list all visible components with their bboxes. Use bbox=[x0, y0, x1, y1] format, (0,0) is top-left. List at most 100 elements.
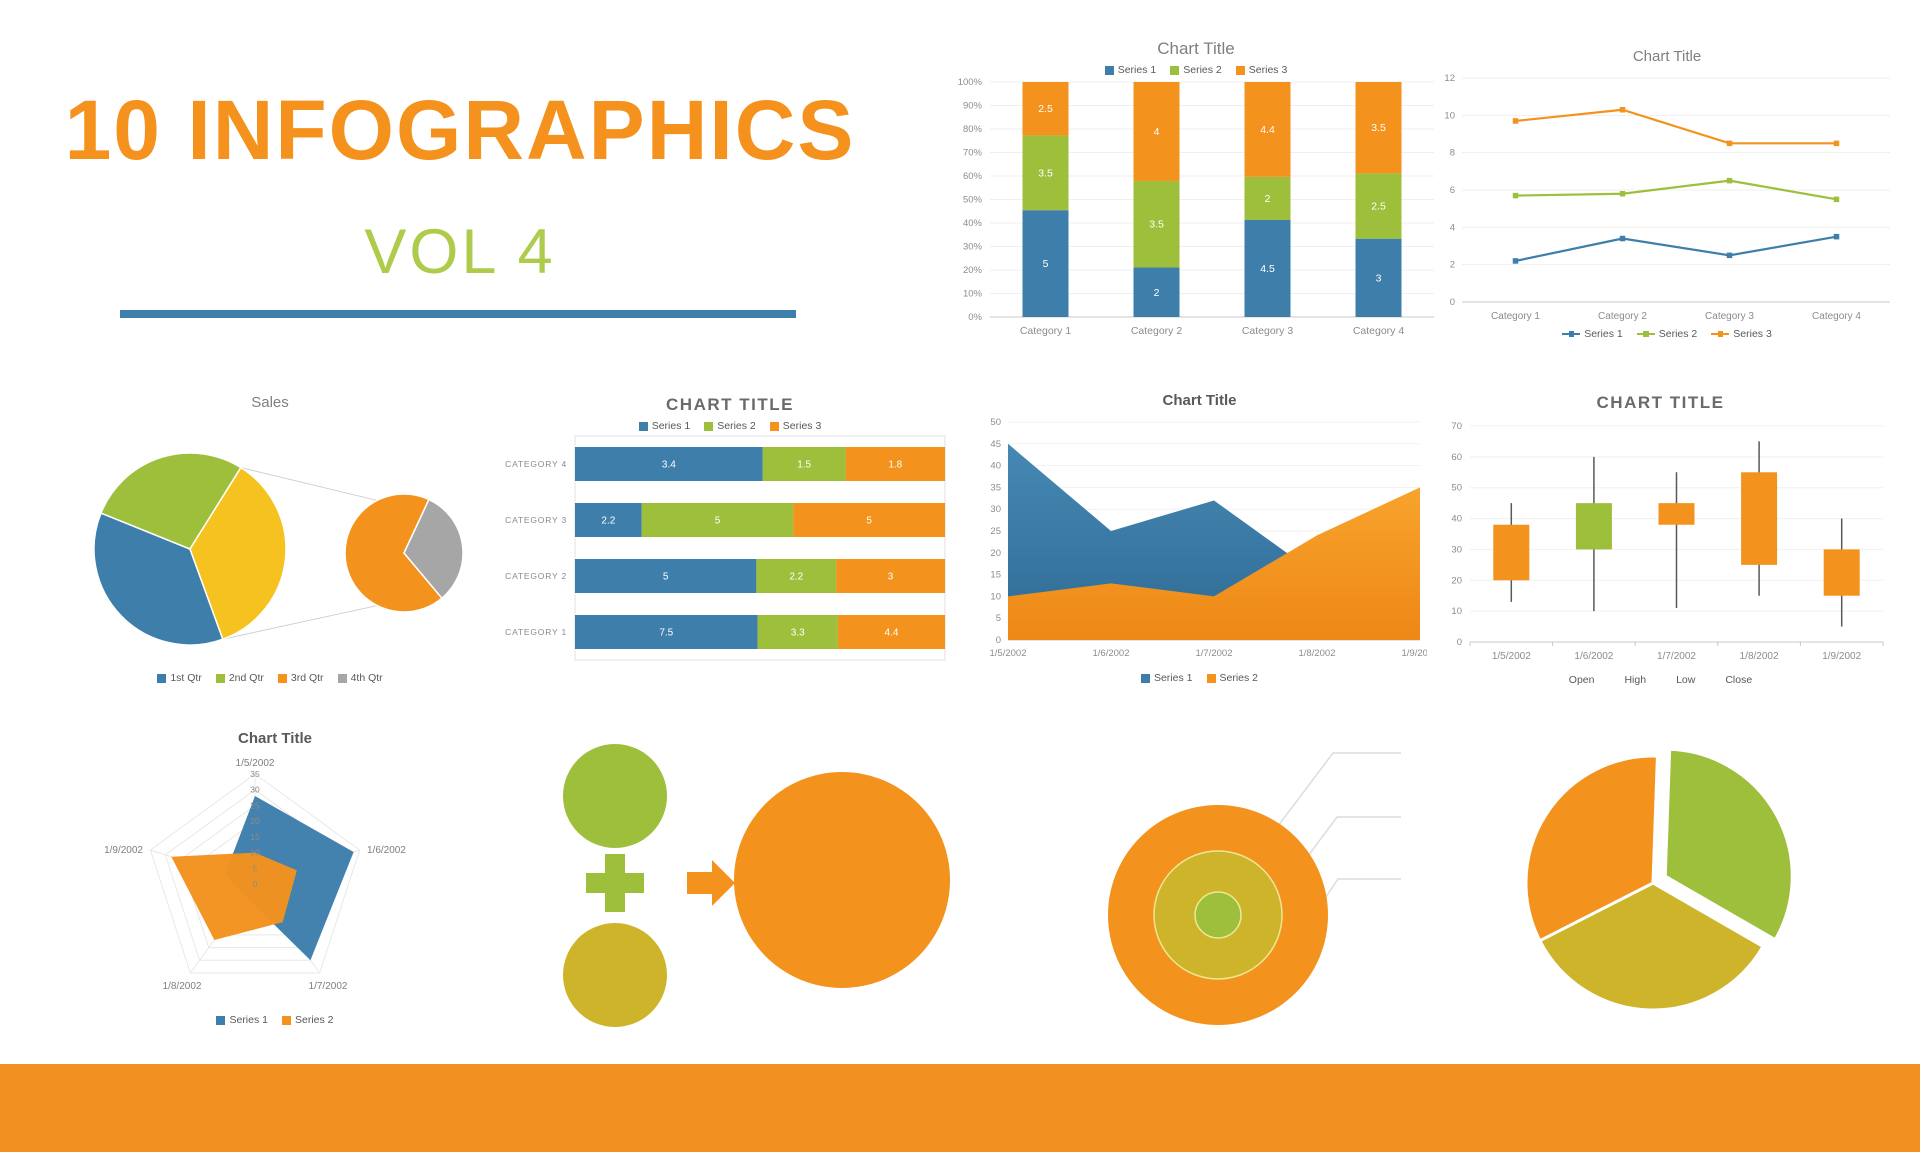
svg-text:5: 5 bbox=[253, 863, 258, 873]
legend-item: 1st Qtr bbox=[157, 672, 202, 684]
svg-text:1/6/2002: 1/6/2002 bbox=[367, 845, 406, 856]
graphic-target-card bbox=[1085, 725, 1405, 1055]
legend-item: Series 3 bbox=[1235, 64, 1287, 76]
svg-text:6: 6 bbox=[1450, 185, 1455, 196]
stacked-column-plot: 0% 10% 20% 30% 40% 50% 60% 70% 80% 90% 100% Categor… bbox=[958, 78, 1434, 337]
svg-text:Category 1: Category 1 bbox=[1020, 325, 1072, 337]
svg-text:Category 2: Category 2 bbox=[1598, 311, 1647, 322]
svg-text:2.2: 2.2 bbox=[789, 572, 803, 583]
svg-text:5: 5 bbox=[1043, 258, 1049, 270]
svg-text:1/9/2002: 1/9/2002 bbox=[1822, 651, 1861, 662]
svg-text:30: 30 bbox=[990, 504, 1001, 515]
svg-text:0: 0 bbox=[253, 879, 258, 889]
svg-text:35: 35 bbox=[990, 482, 1001, 493]
svg-text:3.5: 3.5 bbox=[1371, 122, 1386, 134]
svg-text:2: 2 bbox=[1265, 193, 1271, 205]
svg-text:Category 3: Category 3 bbox=[1242, 325, 1294, 337]
legend-item: Series 2 bbox=[1636, 328, 1697, 340]
svg-text:35: 35 bbox=[250, 769, 260, 779]
chart-title: Chart Title bbox=[1162, 392, 1237, 409]
svg-text:5: 5 bbox=[866, 516, 872, 527]
svg-text:5: 5 bbox=[663, 572, 669, 583]
legend-item: Series 3 bbox=[1711, 328, 1772, 340]
svg-text:50: 50 bbox=[1451, 483, 1462, 494]
svg-text:7.5: 7.5 bbox=[659, 628, 673, 639]
svg-text:1/5/2002: 1/5/2002 bbox=[990, 648, 1027, 659]
pie-of-pie-plot bbox=[93, 452, 464, 646]
svg-text:2: 2 bbox=[1450, 260, 1455, 271]
page-title: 10 INFOGRAPHICS bbox=[64, 83, 856, 177]
chart-title: Chart Title bbox=[1632, 48, 1702, 65]
svg-text:Category 4: Category 4 bbox=[1812, 311, 1861, 322]
svg-text:20: 20 bbox=[250, 816, 260, 826]
svg-text:40%: 40% bbox=[963, 218, 983, 229]
legend-item: 4th Qtr bbox=[337, 672, 383, 684]
svg-text:1/6/2002: 1/6/2002 bbox=[1093, 648, 1130, 659]
legend-item: 3rd Qtr bbox=[277, 672, 324, 684]
stock-plot: 0 10 20 30 40 50 60 70 1/5/2002 1/6/2002 1/7/2002 1… bbox=[1451, 421, 1884, 662]
legend-item: Series 2 bbox=[282, 1014, 334, 1026]
svg-text:1/9/2002: 1/9/2002 bbox=[105, 845, 143, 856]
svg-text:30: 30 bbox=[250, 785, 260, 795]
svg-text:Category 3: Category 3 bbox=[1705, 311, 1754, 322]
svg-text:0: 0 bbox=[1450, 297, 1455, 308]
graphic-merge-card bbox=[545, 733, 985, 1053]
svg-text:10%: 10% bbox=[963, 289, 983, 300]
svg-text:60: 60 bbox=[1451, 452, 1462, 463]
chart-legend: Series 1 Series 2 Series 3 bbox=[946, 62, 1446, 78]
chart-title: CHART TITLE bbox=[1596, 393, 1725, 412]
chart-title: CHART TITLE bbox=[666, 395, 794, 414]
legend-item: Series 1 bbox=[216, 1014, 268, 1026]
svg-text:1/5/2002: 1/5/2002 bbox=[236, 758, 275, 769]
title-divider bbox=[120, 310, 796, 318]
svg-text:3.3: 3.3 bbox=[791, 628, 805, 639]
area-plot: 0 5 10 15 20 25 30 35 40 45 50 1/5/2002 1/6/2002 1/7/… bbox=[990, 417, 1427, 659]
legend-item: Series 1 bbox=[1140, 672, 1193, 684]
chart-legend: Series 1 Series 2 Series 3 bbox=[505, 418, 955, 434]
svg-text:2.5: 2.5 bbox=[1371, 201, 1386, 213]
svg-text:4.4: 4.4 bbox=[884, 628, 898, 639]
svg-text:3.5: 3.5 bbox=[1038, 167, 1053, 179]
target-graphic bbox=[1108, 752, 1401, 1025]
svg-text:10: 10 bbox=[990, 591, 1001, 602]
svg-text:10: 10 bbox=[1444, 110, 1455, 121]
chart-legend: Open High Low Close bbox=[1428, 672, 1893, 688]
chart-area-card: Chart Title 0 5 10 15 20 25 30 35 40 45 50 1/5/2002… bbox=[972, 390, 1427, 690]
svg-text:100%: 100% bbox=[958, 78, 983, 88]
svg-text:0: 0 bbox=[996, 635, 1001, 646]
svg-text:8: 8 bbox=[1450, 148, 1455, 159]
legend-item: High bbox=[1624, 674, 1647, 686]
chart-title: Chart Title bbox=[1157, 39, 1235, 58]
svg-text:2.2: 2.2 bbox=[601, 516, 615, 527]
chart-radar-card: Chart Title 0 5 10 15 20 25 30 35 1/5/2002 1/6/20… bbox=[105, 728, 445, 1030]
svg-text:1/8/2002: 1/8/2002 bbox=[1299, 648, 1336, 659]
merge-graphic bbox=[563, 744, 950, 1027]
chart-title: Chart Title bbox=[238, 730, 312, 747]
svg-text:3: 3 bbox=[888, 572, 894, 583]
svg-text:45: 45 bbox=[990, 439, 1001, 450]
svg-text:1/7/2002: 1/7/2002 bbox=[1196, 648, 1233, 659]
svg-text:1/7/2002: 1/7/2002 bbox=[1657, 651, 1696, 662]
svg-text:80%: 80% bbox=[963, 124, 983, 135]
svg-text:1/6/2002: 1/6/2002 bbox=[1574, 651, 1613, 662]
svg-text:Category 2: Category 2 bbox=[1131, 325, 1183, 337]
svg-text:20: 20 bbox=[990, 548, 1001, 559]
svg-text:40: 40 bbox=[1451, 514, 1462, 525]
svg-text:Category 1: Category 1 bbox=[1491, 311, 1540, 322]
chart-line-card: Chart Title 0 2 4 6 8 10 12 Category 1 Category … bbox=[1432, 46, 1902, 348]
svg-text:5: 5 bbox=[996, 613, 1001, 624]
svg-text:2.5: 2.5 bbox=[1038, 103, 1053, 115]
legend-item: Series 2 bbox=[704, 420, 756, 432]
legend-item: Series 2 bbox=[1206, 672, 1258, 684]
svg-text:1/8/2002: 1/8/2002 bbox=[1740, 651, 1779, 662]
svg-text:1/8/2002: 1/8/2002 bbox=[163, 981, 202, 992]
stacked-bar-plot: CATEGORY 4 3.4 1.5 1.8 CATEGORY 3 2.2 5 5 CATEGO… bbox=[505, 435, 946, 661]
chart-legend: Series 1 Series 2 bbox=[972, 670, 1427, 686]
svg-text:4.4: 4.4 bbox=[1260, 124, 1275, 136]
svg-text:30: 30 bbox=[1451, 544, 1462, 555]
legend-item: 2nd Qtr bbox=[215, 672, 264, 684]
svg-text:0%: 0% bbox=[968, 312, 982, 323]
svg-text:30%: 30% bbox=[963, 242, 983, 253]
svg-text:70: 70 bbox=[1451, 421, 1462, 432]
